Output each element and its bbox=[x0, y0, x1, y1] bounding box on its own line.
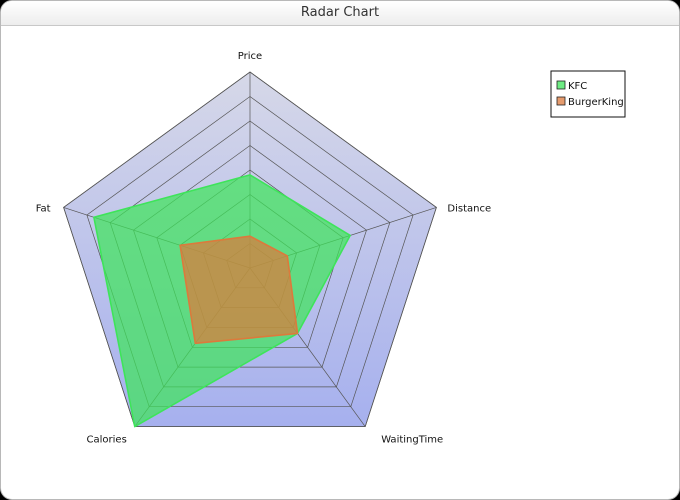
axis-label-waitingtime: WaitingTime bbox=[381, 435, 443, 446]
grid-ring bbox=[109, 120, 391, 388]
legend-swatch-burgerking bbox=[556, 96, 566, 106]
axis-label-calories: Calories bbox=[87, 435, 127, 446]
legend-box bbox=[550, 70, 626, 118]
title-bar: Radar Chart bbox=[1, 1, 679, 26]
series-area-burgerking bbox=[179, 235, 299, 345]
grid-ring bbox=[63, 71, 437, 427]
legend-label-kfc: KFC bbox=[568, 81, 587, 92]
axis-label-fat: Fat bbox=[36, 203, 51, 214]
legend-swatch-kfc bbox=[556, 80, 566, 90]
axis-label-distance: Distance bbox=[447, 203, 491, 214]
legend: KFC BurgerKing bbox=[550, 70, 626, 118]
axis-label-price: Price bbox=[238, 51, 262, 62]
chart-title: Radar Chart bbox=[300, 5, 380, 20]
legend-label-burgerking: BurgerKing bbox=[568, 97, 624, 108]
grid-ring bbox=[86, 96, 414, 408]
